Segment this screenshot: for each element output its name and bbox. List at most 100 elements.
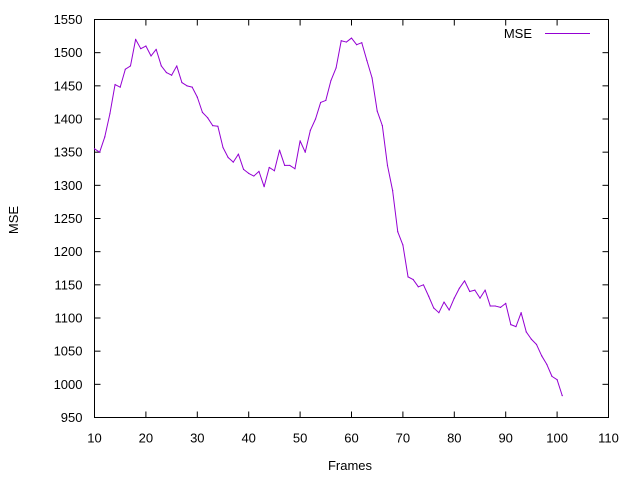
data-point — [479, 297, 481, 299]
data-point — [284, 164, 286, 167]
data-point — [463, 280, 466, 282]
y-tick-label: 1200 — [54, 244, 83, 259]
data-point — [392, 190, 394, 192]
x-tick-label: 50 — [293, 431, 307, 446]
data-point — [371, 77, 373, 79]
data-point — [402, 244, 404, 246]
data-point — [212, 125, 214, 127]
data-point — [201, 111, 204, 113]
data-point — [556, 379, 558, 381]
y-tick-label: 1500 — [54, 45, 83, 60]
y-tick-label: 950 — [61, 410, 83, 425]
x-tick-label: 40 — [241, 431, 255, 446]
data-point — [469, 290, 471, 293]
data-point — [448, 309, 450, 311]
data-point — [289, 164, 291, 167]
data-point — [376, 110, 378, 112]
data-point — [314, 118, 317, 120]
data-point — [248, 172, 250, 174]
data-point — [484, 289, 486, 291]
data-point — [109, 113, 111, 115]
data-point — [196, 96, 198, 98]
x-tick-label: 10 — [87, 431, 101, 446]
data-point — [258, 170, 260, 173]
data-point — [304, 151, 306, 153]
x-tick-label: 100 — [546, 431, 568, 446]
data-point — [222, 146, 224, 149]
data-point — [227, 156, 229, 159]
data-point — [561, 395, 563, 397]
data-point — [397, 231, 399, 233]
data-point — [206, 117, 209, 119]
data-point — [232, 161, 234, 163]
y-tick-label: 1100 — [55, 311, 83, 326]
y-tick-label: 1050 — [54, 344, 83, 359]
y-tick-label: 1400 — [54, 112, 83, 127]
data-point — [145, 45, 147, 47]
plot-frame — [94, 19, 609, 418]
data-point — [551, 375, 553, 377]
data-point — [535, 343, 538, 346]
data-point — [171, 74, 173, 76]
data-point — [150, 55, 152, 57]
data-point — [135, 38, 137, 41]
data-point — [530, 338, 533, 340]
data-point — [325, 99, 327, 102]
data-point — [428, 295, 430, 297]
data-point — [453, 297, 455, 299]
data-point — [268, 166, 270, 169]
data-point — [345, 41, 347, 43]
x-tick-label: 80 — [447, 431, 461, 446]
x-axis-label: Frames — [328, 458, 373, 473]
data-point — [386, 164, 389, 167]
data-point — [217, 125, 219, 127]
data-point — [294, 168, 296, 170]
data-point — [356, 44, 358, 46]
data-point — [278, 149, 281, 151]
data-point — [263, 186, 265, 188]
y-tick-label: 1450 — [54, 78, 83, 93]
data-point — [422, 284, 425, 286]
data-point — [458, 287, 461, 289]
data-point — [124, 68, 126, 70]
data-point — [438, 312, 440, 314]
y-tick-label: 1250 — [54, 211, 83, 226]
data-point — [546, 363, 548, 366]
data-point — [104, 136, 106, 138]
data-point — [474, 289, 476, 291]
y-tick-label: 1000 — [54, 377, 83, 392]
data-point — [541, 355, 543, 357]
data-point — [191, 86, 193, 88]
data-point — [515, 326, 517, 328]
data-point — [299, 140, 301, 142]
data-point — [140, 48, 142, 50]
data-point — [525, 331, 527, 333]
y-tick-label: 1150 — [55, 277, 83, 292]
data-point — [361, 42, 363, 44]
data-point — [407, 276, 409, 278]
x-tick-label: 110 — [598, 431, 619, 446]
data-point — [417, 286, 419, 288]
data-point — [155, 48, 157, 50]
data-point — [489, 305, 491, 307]
data-point — [330, 79, 332, 82]
data-point — [160, 65, 162, 67]
axis-ticks — [94, 19, 609, 418]
data-point — [366, 60, 368, 62]
y-tick-label: 1550 — [54, 12, 83, 27]
data-point — [93, 148, 96, 150]
data-point — [186, 85, 188, 87]
data-point — [129, 65, 132, 67]
y-axis-label: MSE — [6, 206, 21, 235]
data-point — [520, 312, 522, 314]
x-tick-label: 70 — [396, 431, 410, 446]
data-point — [340, 40, 342, 42]
x-tick-label: 20 — [139, 431, 153, 446]
data-point — [505, 302, 507, 305]
data-point — [510, 324, 512, 326]
data-point — [242, 168, 245, 171]
data-point — [433, 307, 435, 309]
data-point — [119, 86, 121, 88]
data-point — [181, 81, 183, 84]
